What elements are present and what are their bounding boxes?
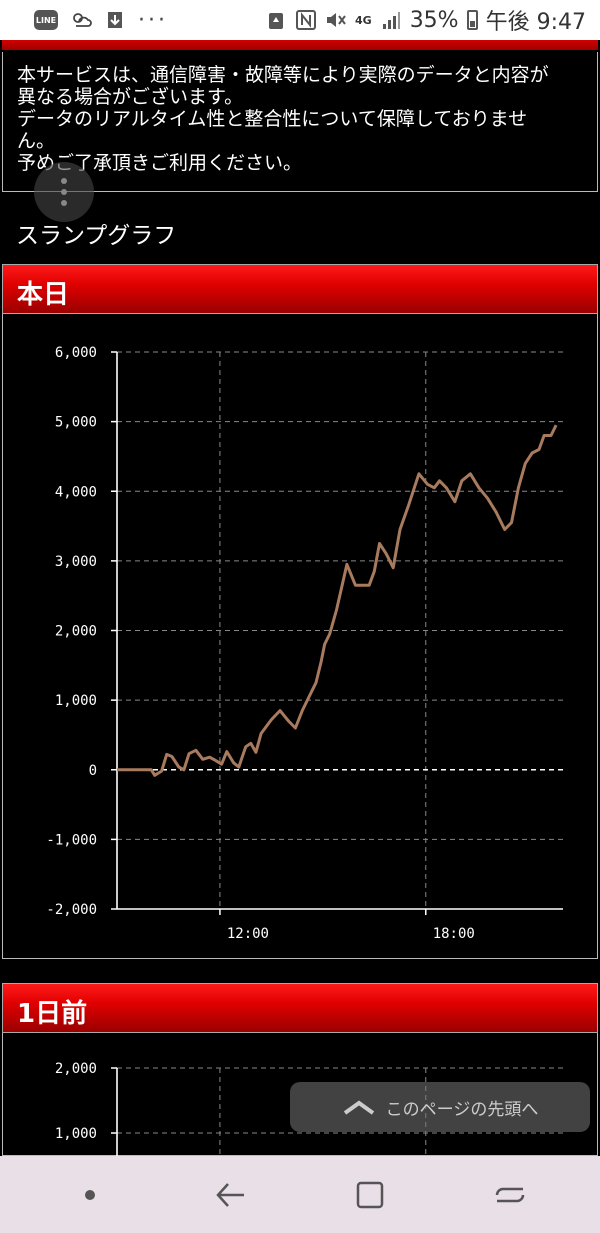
- y-tick-label: 4,000: [55, 484, 97, 500]
- chart-panel-today: 6,000 5,000 4,000 3,000 2,000 1,000 0 -1,000 -2,…: [2, 314, 598, 959]
- back-to-top-button[interactable]: このページの先頭へ: [290, 1082, 590, 1132]
- battery-icon: [466, 10, 478, 30]
- panel-header-today: 本日: [2, 264, 598, 314]
- nfc-icon: [295, 10, 317, 30]
- y-tick-label: 3,000: [55, 554, 97, 570]
- x-tick-label: 18:00: [433, 926, 475, 942]
- home-icon[interactable]: [340, 1165, 400, 1225]
- y-tick-label: -2,000: [46, 902, 97, 918]
- y-tick-label: -1,000: [46, 832, 97, 848]
- chevron-up-icon: [343, 1100, 374, 1115]
- download-icon: [104, 10, 126, 30]
- notice-top-bar: [0, 40, 600, 52]
- line-icon: LINE: [34, 10, 58, 30]
- status-bar: LINE ··· 4G 35% 午後 9:47: [0, 0, 600, 40]
- line-icon-label: LINE: [35, 15, 57, 25]
- panel-header-1day: 1日前: [2, 983, 598, 1033]
- battery-percent: 35%: [409, 7, 459, 33]
- weather-icon: [70, 10, 92, 30]
- clock: 午後 9:47: [485, 10, 586, 35]
- panel-title: 本日: [17, 280, 70, 310]
- signal-icon: [380, 10, 402, 30]
- back-icon[interactable]: [200, 1165, 260, 1225]
- section-title: スランプグラフ: [16, 223, 177, 249]
- mute-icon: [325, 10, 347, 30]
- notice-line: 予めご了承頂きご利用ください。: [17, 152, 303, 174]
- menu-dot-icon: [61, 189, 67, 195]
- slump-line: [117, 424, 558, 777]
- menu-dot-icon: [61, 200, 67, 206]
- notice-line: ん。: [17, 130, 56, 152]
- y-tick-label: 1,000: [55, 693, 97, 709]
- y-tick-label: 6,000: [55, 345, 97, 361]
- notice-line: データのリアルタイム性と整合性について保障しておりませ: [17, 108, 528, 130]
- notice-line: 本サービスは、通信障害・故障等により実際のデータと内容が: [17, 64, 549, 86]
- y-tick-label: 0: [89, 763, 97, 779]
- recents-icon[interactable]: [480, 1165, 540, 1225]
- slump-graph-1day: 2,000 1,000: [55, 1061, 563, 1156]
- back-to-top-label: このページの先頭へ: [385, 1099, 539, 1120]
- network-type: 4G: [355, 13, 372, 27]
- menu-dot-icon: [61, 178, 67, 184]
- y-tick-label: 1,000: [55, 1126, 97, 1142]
- y-tick-label: 2,000: [55, 624, 97, 640]
- slump-graph-today: 6,000 5,000 4,000 3,000 2,000 1,000 0 -1,000 -2,…: [46, 345, 563, 942]
- more-icon: ···: [138, 7, 168, 33]
- y-tick-label: 2,000: [55, 1061, 97, 1077]
- floating-menu-button[interactable]: [34, 162, 94, 222]
- notice-box: 本サービスは、通信障害・故障等により実際のデータと内容が 異なる場合がございます…: [2, 52, 598, 192]
- panel-title: 1日前: [17, 999, 88, 1029]
- recent-dot-icon[interactable]: [60, 1165, 120, 1225]
- navigation-bar: [0, 1156, 600, 1233]
- y-tick-label: 5,000: [55, 415, 97, 431]
- x-tick-label: 12:00: [227, 926, 269, 942]
- chart-panel-1day: 2,000 1,000: [2, 1033, 598, 1156]
- notice-line: 異なる場合がございます。: [17, 86, 244, 108]
- recycle-icon: [265, 10, 287, 30]
